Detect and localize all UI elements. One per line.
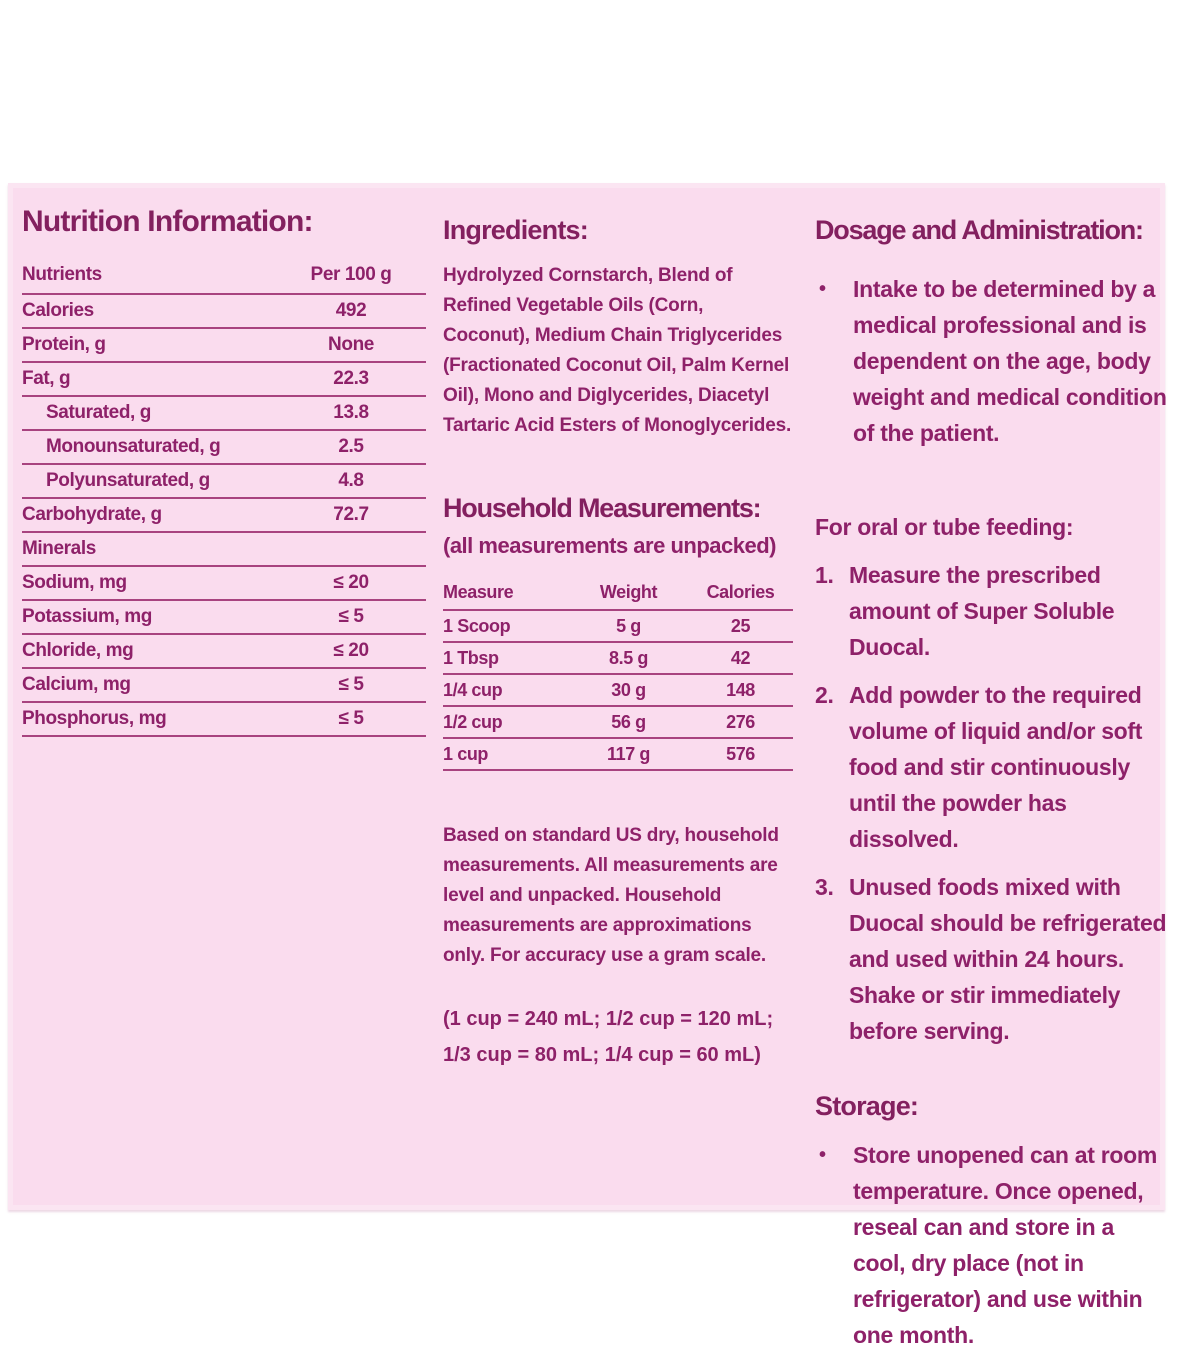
calories-value: 148 — [688, 674, 793, 707]
table-row: 1 Tbsp 8.5 g 42 — [443, 642, 793, 675]
nutrition-table: Nutrients Per 100 g Calories 492 Protein… — [22, 259, 426, 737]
nutrient-value: ≤ 5 — [276, 600, 426, 635]
measure-value: 1/4 cup — [443, 674, 569, 707]
weight-value: 5 g — [569, 610, 688, 643]
table-row: 1/4 cup 30 g 148 — [443, 674, 793, 707]
nutrient-value: 492 — [276, 294, 426, 329]
table-row: Potassium, mg ≤ 5 — [22, 600, 426, 635]
table-row: 1 Scoop 5 g 25 — [443, 610, 793, 643]
nutrient-value: 72.7 — [276, 498, 426, 533]
nutrient-value — [276, 532, 426, 567]
step-number: 3. — [815, 874, 834, 900]
nutrients-column-header: Nutrients — [22, 259, 276, 295]
table-row: Sodium, mg ≤ 20 — [22, 566, 426, 601]
weight-value: 117 g — [569, 738, 688, 771]
measure-column-header: Measure — [443, 577, 569, 611]
storage-bullet-item: • Store unopened can at room temperature… — [815, 1137, 1171, 1353]
nutrient-label: Sodium, mg — [22, 566, 276, 601]
table-row: Carbohydrate, g 72.7 — [22, 498, 426, 533]
feeding-intro: For oral or tube feeding: — [815, 514, 1074, 540]
nutrient-value: ≤ 20 — [276, 566, 426, 601]
nutrient-value: ≤ 20 — [276, 634, 426, 669]
weight-value: 30 g — [569, 674, 688, 707]
table-row: Saturated, g 13.8 — [22, 396, 426, 431]
measure-value: 1 Tbsp — [443, 642, 569, 675]
nutrient-label: Polyunsaturated, g — [22, 464, 276, 499]
weight-value: 56 g — [569, 706, 688, 739]
weight-value: 8.5 g — [569, 642, 688, 675]
nutrient-label: Calories — [22, 294, 276, 329]
ingredients-text: Hydrolyzed Cornstarch, Blend of Refined … — [443, 265, 792, 436]
nutrient-label: Saturated, g — [22, 396, 276, 431]
nutrient-label: Fat, g — [22, 362, 276, 397]
table-row: 1/2 cup 56 g 276 — [443, 706, 793, 739]
measure-value: 1 cup — [443, 738, 569, 771]
household-subtitle: (all measurements are unpacked) — [443, 533, 776, 558]
dosage-bullet-text: Intake to be determined by a medical pro… — [853, 276, 1167, 446]
dosage-bullet-item: • Intake to be determined by a medical p… — [815, 271, 1171, 451]
nutrient-label: Chloride, mg — [22, 634, 276, 669]
table-row: Minerals — [22, 532, 426, 567]
nutrition-column: Nutrition Information: Nutrients Per 100… — [22, 203, 426, 737]
table-row: Fat, g 22.3 — [22, 362, 426, 397]
nutrient-value: 13.8 — [276, 396, 426, 431]
nutrition-title: Nutrition Information: — [22, 205, 313, 238]
list-item: 2. Add powder to the required volume of … — [815, 677, 1171, 857]
nutrient-label: Monounsaturated, g — [22, 430, 276, 465]
label-panel: Nutrition Information: Nutrients Per 100… — [8, 183, 1167, 1348]
table-row: Calcium, mg ≤ 5 — [22, 668, 426, 703]
nutrient-label: Carbohydrate, g — [22, 498, 276, 533]
dosage-column: Dosage and Administration: • Intake to b… — [815, 213, 1171, 1353]
measure-value: 1/2 cup — [443, 706, 569, 739]
nutrient-label: Potassium, mg — [22, 600, 276, 635]
table-row: Calories 492 — [22, 294, 426, 329]
step-text: Unused foods mixed with Duocal should be… — [849, 874, 1167, 1044]
household-table: Measure Weight Calories 1 Scoop 5 g 25 1… — [443, 577, 793, 771]
nutrient-value: 22.3 — [276, 362, 426, 397]
nutrient-value: 4.8 — [276, 464, 426, 499]
household-note: Based on standard US dry, household meas… — [443, 825, 779, 966]
step-number: 1. — [815, 562, 834, 588]
nutrient-label: Calcium, mg — [22, 668, 276, 703]
ingredients-column: Ingredients: Hydrolyzed Cornstarch, Blen… — [443, 213, 793, 1093]
storage-title: Storage: — [815, 1091, 919, 1121]
step-text: Add powder to the required volume of liq… — [849, 682, 1143, 852]
calories-column-header: Calories — [688, 577, 793, 611]
nutrient-label: Phosphorus, mg — [22, 702, 276, 737]
calories-value: 576 — [688, 738, 793, 771]
table-row: Monounsaturated, g 2.5 — [22, 430, 426, 465]
storage-bullet-text: Store unopened can at room temperature. … — [853, 1142, 1158, 1348]
table-row: Protein, g None — [22, 328, 426, 363]
table-row: Polyunsaturated, g 4.8 — [22, 464, 426, 499]
per100g-column-header: Per 100 g — [276, 259, 426, 295]
bullet-icon: • — [819, 1144, 826, 1166]
table-row: 1 cup 117 g 576 — [443, 738, 793, 771]
cup-conversions: (1 cup = 240 mL; 1/2 cup = 120 mL; 1/3 c… — [443, 1008, 774, 1066]
nutrient-value: 2.5 — [276, 430, 426, 465]
nutrient-value: None — [276, 328, 426, 363]
step-number: 2. — [815, 682, 834, 708]
table-row: Chloride, mg ≤ 20 — [22, 634, 426, 669]
calories-value: 25 — [688, 610, 793, 643]
household-title: Household Measurements: — [443, 493, 762, 523]
nutrient-label: Protein, g — [22, 328, 276, 363]
feeding-steps: 1. Measure the prescribed amount of Supe… — [815, 557, 1171, 1049]
calories-value: 42 — [688, 642, 793, 675]
household-header-row: Measure Weight Calories — [443, 577, 793, 611]
list-item: 1. Measure the prescribed amount of Supe… — [815, 557, 1171, 665]
nutrition-header-row: Nutrients Per 100 g — [22, 259, 426, 295]
nutrient-label: Minerals — [22, 532, 276, 567]
table-row: Phosphorus, mg ≤ 5 — [22, 702, 426, 737]
weight-column-header: Weight — [569, 577, 688, 611]
step-text: Measure the prescribed amount of Super S… — [849, 562, 1115, 660]
nutrient-value: ≤ 5 — [276, 668, 426, 703]
calories-value: 276 — [688, 706, 793, 739]
measure-value: 1 Scoop — [443, 610, 569, 643]
dosage-title: Dosage and Administration: — [815, 215, 1144, 245]
ingredients-title: Ingredients: — [443, 215, 589, 245]
nutrient-value: ≤ 5 — [276, 702, 426, 737]
bullet-icon: • — [819, 278, 826, 300]
list-item: 3. Unused foods mixed with Duocal should… — [815, 869, 1171, 1049]
